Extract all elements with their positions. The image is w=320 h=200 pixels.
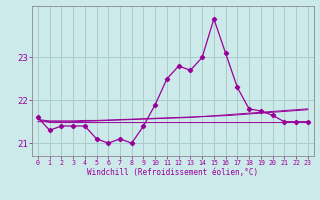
X-axis label: Windchill (Refroidissement éolien,°C): Windchill (Refroidissement éolien,°C) [87, 168, 258, 177]
